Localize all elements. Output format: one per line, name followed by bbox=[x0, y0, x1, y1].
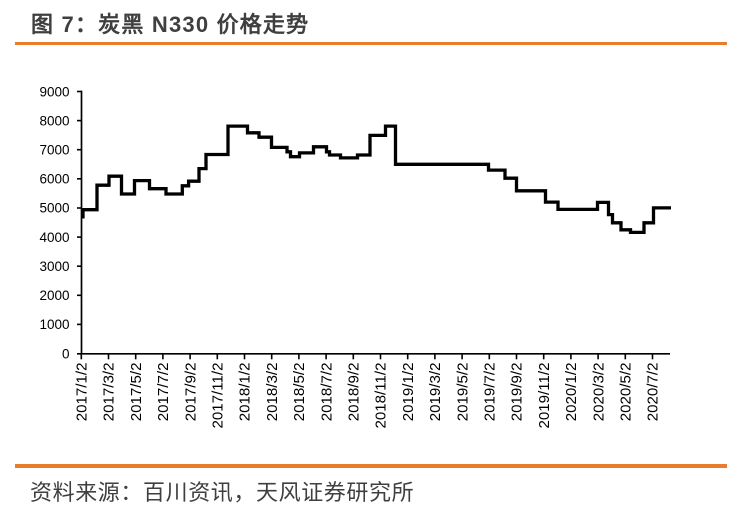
svg-text:9000: 9000 bbox=[39, 84, 69, 99]
svg-text:2019/1/2: 2019/1/2 bbox=[400, 363, 417, 422]
svg-text:2019/11/2: 2019/11/2 bbox=[536, 363, 553, 429]
svg-text:2017/1/2: 2017/1/2 bbox=[74, 363, 91, 422]
svg-text:2019/3/2: 2019/3/2 bbox=[427, 363, 444, 422]
svg-text:2017/3/2: 2017/3/2 bbox=[101, 363, 118, 422]
svg-text:6000: 6000 bbox=[39, 172, 69, 187]
svg-text:2019/7/2: 2019/7/2 bbox=[482, 363, 499, 422]
svg-text:2000: 2000 bbox=[39, 288, 69, 303]
svg-text:2018/1/2: 2018/1/2 bbox=[237, 363, 254, 422]
svg-text:2018/3/2: 2018/3/2 bbox=[264, 363, 281, 422]
svg-text:2018/5/2: 2018/5/2 bbox=[291, 363, 308, 422]
svg-text:3000: 3000 bbox=[39, 259, 69, 274]
svg-text:2019/9/2: 2019/9/2 bbox=[509, 363, 526, 422]
svg-text:2020/7/2: 2020/7/2 bbox=[645, 363, 662, 422]
svg-text:7000: 7000 bbox=[39, 143, 69, 158]
svg-text:1000: 1000 bbox=[39, 317, 69, 332]
svg-text:2017/11/2: 2017/11/2 bbox=[210, 363, 227, 429]
svg-text:0: 0 bbox=[62, 346, 70, 361]
svg-text:2020/3/2: 2020/3/2 bbox=[590, 363, 607, 422]
svg-text:2017/7/2: 2017/7/2 bbox=[155, 363, 172, 422]
svg-text:4000: 4000 bbox=[39, 230, 69, 245]
svg-text:5000: 5000 bbox=[39, 201, 69, 216]
svg-text:2019/5/2: 2019/5/2 bbox=[454, 363, 471, 422]
svg-text:2020/1/2: 2020/1/2 bbox=[563, 363, 580, 422]
svg-text:2018/7/2: 2018/7/2 bbox=[318, 363, 335, 422]
svg-text:2018/9/2: 2018/9/2 bbox=[346, 363, 363, 422]
svg-text:2017/5/2: 2017/5/2 bbox=[128, 363, 145, 422]
svg-text:2020/5/2: 2020/5/2 bbox=[618, 363, 635, 422]
svg-text:2017/9/2: 2017/9/2 bbox=[182, 363, 199, 422]
svg-text:8000: 8000 bbox=[39, 113, 69, 128]
svg-text:2018/11/2: 2018/11/2 bbox=[373, 363, 390, 429]
